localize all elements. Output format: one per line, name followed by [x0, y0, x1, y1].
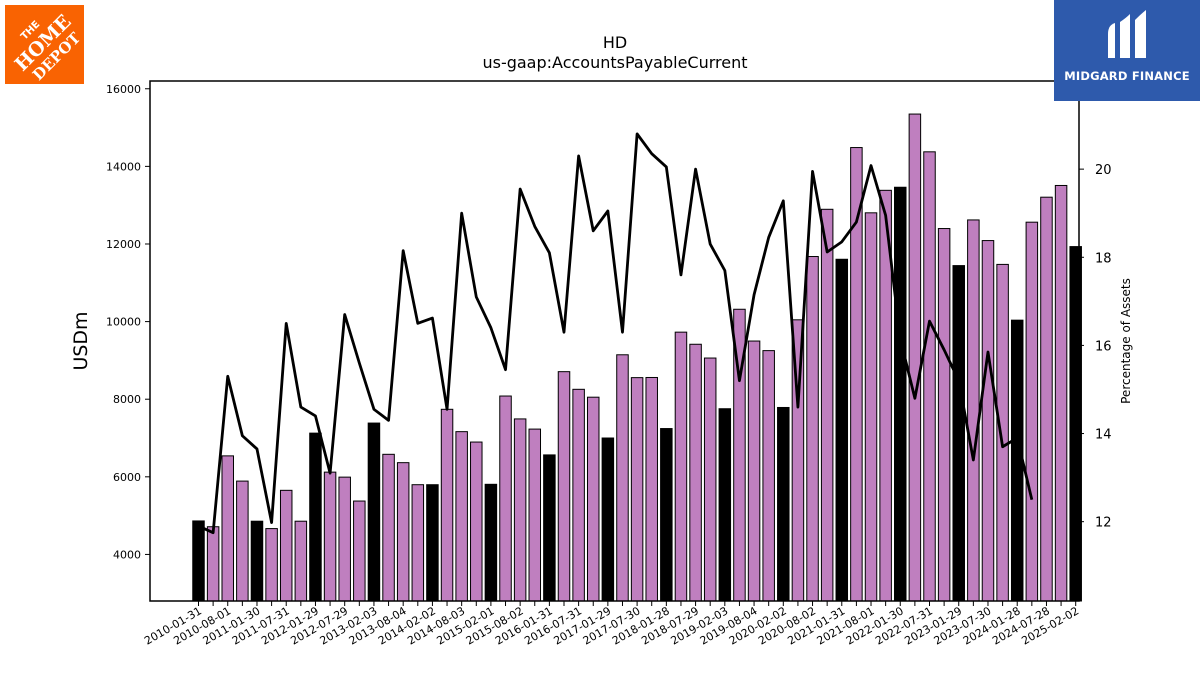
bar-2020-11-01 — [821, 209, 833, 601]
bar-2014-11-02 — [471, 442, 483, 601]
midgard-mark-icon — [1054, 0, 1200, 70]
y-tick-label: 6000 — [113, 471, 141, 484]
y2-tick-label: 18 — [1095, 251, 1112, 266]
y2-tick-label: 20 — [1095, 163, 1112, 178]
y-axis-label: USDm — [70, 311, 92, 370]
bar-2013-05-05 — [383, 454, 395, 601]
bar-2010-08-01 — [222, 456, 234, 601]
bar-2014-05-04 — [441, 409, 453, 601]
y-tick-label: 4000 — [113, 548, 141, 561]
midgard-finance-name: MIDGARD FINANCE — [1054, 69, 1200, 83]
y-tick-label: 10000 — [106, 316, 141, 329]
y2-axis-label: Percentage of Assets — [1119, 278, 1133, 404]
bar-2012-07-29 — [339, 477, 351, 601]
chart-title: HD — [603, 33, 627, 52]
bar-2015-08-02 — [514, 419, 526, 601]
bar-2016-01-31 — [544, 455, 556, 601]
bar-2019-11-03 — [763, 351, 775, 601]
bar-2017-04-30 — [617, 355, 629, 601]
bar-2018-10-28 — [704, 358, 716, 601]
bar-2012-10-28 — [354, 501, 366, 601]
bar-2022-10-30 — [938, 229, 950, 601]
line-layer — [198, 134, 1032, 533]
y-tick-label: 14000 — [106, 160, 141, 173]
bar-2015-11-01 — [529, 429, 541, 601]
bar-2016-05-01 — [558, 372, 570, 601]
y2-tick-label: 14 — [1095, 428, 1112, 443]
bar-2018-01-28 — [661, 429, 673, 601]
bar-2022-05-01 — [909, 114, 921, 601]
bar-2023-10-29 — [997, 264, 1009, 601]
bar-2012-04-29 — [324, 472, 336, 601]
bar-2022-07-31 — [924, 152, 936, 601]
bar-2010-05-02 — [207, 527, 219, 601]
y-tick-label: 16000 — [106, 83, 141, 96]
bar-2011-10-30 — [295, 521, 307, 601]
y2-tick-label: 12 — [1095, 516, 1112, 531]
y-axis-left: 4000 6000 8000 10000 12000 14000 16000 — [106, 83, 150, 562]
bar-2024-10-27 — [1055, 185, 1067, 601]
bar-2017-07-30 — [631, 378, 643, 601]
bar-2012-01-29 — [310, 433, 322, 601]
bar-2016-07-31 — [573, 389, 585, 601]
bar-2014-08-03 — [456, 432, 468, 601]
bar-2011-01-30 — [251, 521, 262, 601]
y-tick-label: 12000 — [106, 238, 141, 251]
bar-2024-07-28 — [1041, 197, 1053, 601]
bar-2015-05-03 — [500, 396, 512, 601]
bar-2013-02-03 — [368, 423, 380, 601]
bar-2019-02-03 — [719, 409, 731, 601]
bar-2022-01-30 — [895, 187, 907, 601]
bar-2019-08-04 — [748, 341, 760, 601]
bar-2016-10-30 — [587, 397, 599, 601]
bar-2010-10-31 — [237, 481, 249, 601]
bar-2013-08-04 — [397, 463, 409, 601]
bar-2014-02-02 — [427, 485, 439, 601]
x-axis: 2010-01-312010-08-012011-01-302011-07-31… — [142, 601, 1081, 648]
bar-2023-07-30 — [982, 241, 994, 601]
bar-2021-01-31 — [836, 259, 848, 601]
y-axis-right: 12 14 16 18 20 — [1079, 163, 1112, 531]
bar-2018-07-29 — [690, 344, 702, 601]
chart-subtitle: us-gaap:AccountsPayableCurrent — [482, 53, 747, 72]
bar-2020-08-02 — [807, 257, 819, 601]
bar-2013-11-03 — [412, 485, 424, 601]
bar-2021-05-02 — [851, 148, 863, 601]
bar-2021-08-01 — [865, 213, 877, 601]
pct-of-assets-line — [199, 134, 1032, 533]
midgard-finance-logo: MIDGARD FINANCE — [1054, 0, 1200, 101]
bar-2017-01-29 — [602, 438, 614, 601]
bar-2011-05-01 — [266, 529, 278, 601]
bar-2020-02-02 — [778, 407, 790, 601]
y2-tick-label: 16 — [1095, 339, 1112, 354]
home-depot-logo: THE HOME DEPOT — [5, 5, 84, 84]
bar-2024-04-28 — [1026, 222, 1038, 601]
bar-2023-04-30 — [968, 220, 980, 601]
bar-2015-02-01 — [485, 484, 497, 601]
bar-2017-10-29 — [646, 377, 658, 601]
bar-2023-01-29 — [953, 266, 965, 601]
bar-2010-01-31 — [193, 521, 205, 601]
bar-2018-04-29 — [675, 332, 687, 601]
bar-2011-07-31 — [280, 490, 292, 601]
y-tick-label: 8000 — [113, 393, 141, 406]
